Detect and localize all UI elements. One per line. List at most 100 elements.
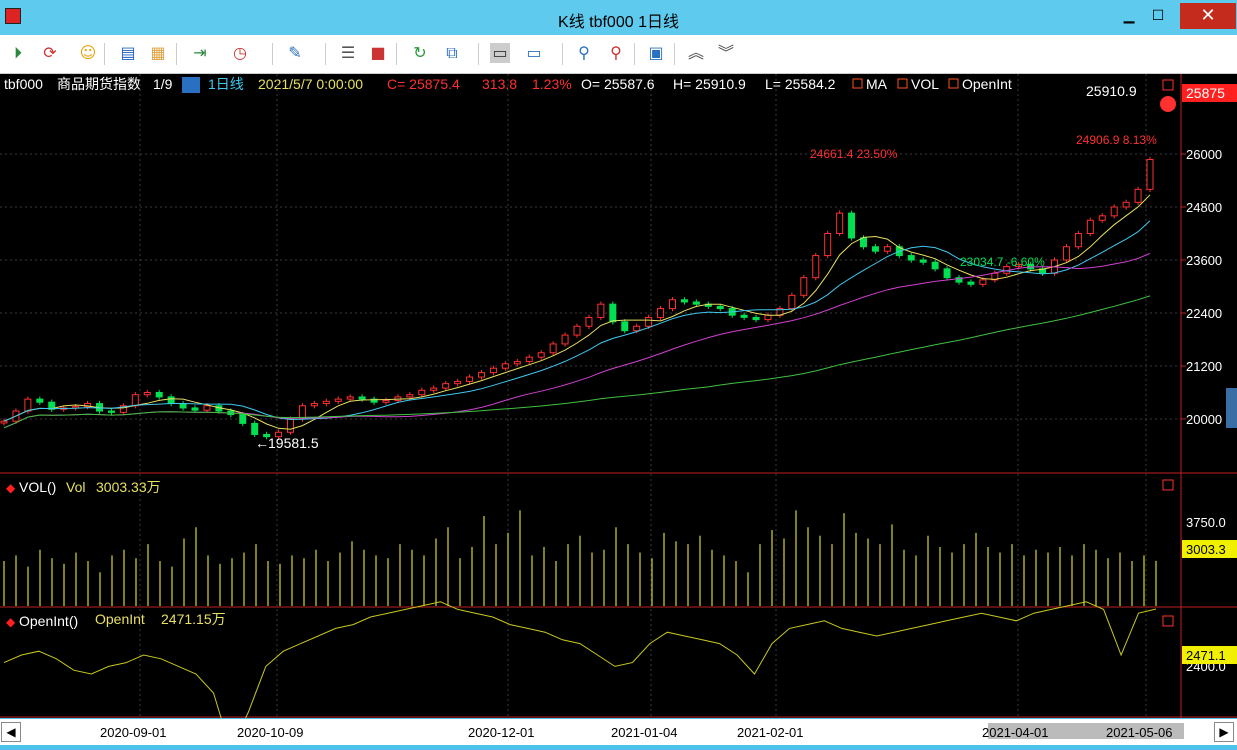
bikes-icon[interactable]: ⚲ <box>578 43 590 62</box>
vol-axis-label: 3750.0 <box>1186 515 1226 530</box>
side-tab[interactable] <box>1226 388 1237 428</box>
oi-toggle-icon[interactable] <box>948 78 959 89</box>
candle-body <box>239 414 247 424</box>
vol-panel-close-icon[interactable] <box>1162 479 1174 491</box>
price-tick-label: 23600 <box>1186 253 1222 268</box>
ma-toggle-icon[interactable] <box>852 78 863 89</box>
candle-body <box>812 255 820 279</box>
x-tick-label: 2020-09-01 <box>100 725 167 740</box>
candle-body <box>251 422 259 435</box>
header-close: C= 25875.4 <box>387 76 460 92</box>
smile-icon[interactable]: ☺ <box>79 43 97 62</box>
calendar-icon[interactable]: ▣ <box>648 43 664 62</box>
candle-body <box>848 212 856 239</box>
x-tick-label: 2020-10-09 <box>237 725 304 740</box>
trough-annotation: 23034.7 -6.60% <box>960 255 1045 269</box>
link-icon[interactable]: ⧉ <box>446 43 458 62</box>
candle-body <box>836 212 844 234</box>
main-panel-close-icon[interactable] <box>1162 79 1174 91</box>
low-arrow: ← <box>255 435 269 451</box>
candle-body <box>167 396 175 405</box>
header-symbol: tbf000 <box>4 76 43 92</box>
candle-body <box>191 407 199 411</box>
candle-body <box>883 246 891 252</box>
enter-icon[interactable]: ⇥ <box>193 43 207 62</box>
layout-icon[interactable]: ▭ <box>490 43 510 63</box>
candle-body <box>931 261 939 270</box>
blocks-icon[interactable]: ■ <box>370 43 386 62</box>
candle-body <box>919 259 927 263</box>
peak1-annotation: 24661.4 23.50% <box>810 147 898 161</box>
scroll-right-button[interactable]: ▶ <box>1214 722 1234 742</box>
candle-body <box>418 389 426 396</box>
header-period[interactable]: 1日线 <box>208 76 244 92</box>
notes-icon[interactable]: ☰ <box>340 43 356 62</box>
candle-body <box>0 420 8 424</box>
candle-body <box>131 394 139 407</box>
candle-body <box>561 334 569 345</box>
monitor-icon[interactable]: ▭ <box>526 43 542 62</box>
candle-body <box>346 396 354 400</box>
time-scrollbar[interactable]: ◀ ▶ <box>0 719 1237 745</box>
play-icon[interactable]: ⏵ <box>13 43 22 62</box>
candle-body <box>537 352 545 358</box>
list-icon[interactable]: ▦ <box>150 43 166 62</box>
chart-svg[interactable]: tbf000 商品期货指数 1/9 1日线 2021/5/7 0:00:00 C… <box>0 74 1237 750</box>
period-icon[interactable] <box>182 77 200 93</box>
oi-panel-close-icon[interactable] <box>1162 615 1174 627</box>
alert-icon[interactable] <box>1160 96 1176 112</box>
price-tick-label: 22400 <box>1186 306 1222 321</box>
header-ind-oi[interactable]: OpenInt <box>962 76 1012 92</box>
low-annotation: 19581.5 <box>268 435 319 451</box>
down-icon[interactable]: ︾ <box>717 43 734 62</box>
candle-body <box>1110 206 1118 217</box>
price-tick-label: 24800 <box>1186 200 1222 215</box>
candle-body <box>1074 233 1082 248</box>
candle-body <box>36 398 44 403</box>
toolbar: ⏵ ⟳ ☺ ▤ ▦ ⇥ ◷ ✎ ☰ ■ ↻ ⧉ ▭ ▭ ⚲ ⚲ ▣ ︽ ︾ <box>0 35 1237 74</box>
ma60-line <box>3 295 1151 429</box>
header-name: 商品期货指数 <box>57 76 141 92</box>
draw-tool-icon[interactable]: ✎ <box>288 43 302 62</box>
header-low: L= 25584.2 <box>765 76 836 92</box>
x-tick-label: 2021-02-01 <box>737 725 804 740</box>
candle-body <box>1122 201 1130 208</box>
x-tick-label: 2021-01-04 <box>611 725 678 740</box>
header-ind-vol[interactable]: VOL <box>911 76 939 92</box>
ma-lines-layer <box>3 194 1151 430</box>
minimize-button[interactable]: ▁ <box>1123 8 1135 24</box>
scroll-left-button[interactable]: ◀ <box>1 722 21 742</box>
scroll-thumb[interactable] <box>988 723 1184 739</box>
candle-body <box>1134 188 1142 203</box>
close-button[interactable]: ✕ <box>1180 3 1236 29</box>
vol-toggle-icon[interactable] <box>897 78 908 89</box>
x-tick-label: 2020-12-01 <box>468 725 535 740</box>
candle-body <box>382 399 390 403</box>
header-pct: 1.23% <box>532 76 572 92</box>
refresh-icon[interactable]: ⟳ <box>43 43 57 62</box>
volume-bars-layer <box>3 510 1157 606</box>
candle-body <box>442 383 450 389</box>
candle-body <box>430 387 438 391</box>
title-bar: K线 tbf000 1日线 ▁ ☐ ✕ <box>0 0 1237 35</box>
price-axis: 20000 21200 22400 23600 24800 26000 <box>1181 147 1222 427</box>
reload-icon[interactable]: ↻ <box>413 43 427 62</box>
x-tick-label: 2021-05-06 <box>1106 725 1173 740</box>
candle-body <box>1086 219 1094 234</box>
maximize-button[interactable]: ☐ <box>1151 8 1165 24</box>
clock-icon[interactable]: ◷ <box>233 43 247 62</box>
chart-area[interactable]: tbf000 商品期货指数 1/9 1日线 2021/5/7 0:00:00 C… <box>0 74 1237 750</box>
candle-body <box>788 294 796 310</box>
up-icon[interactable]: ︽ <box>687 43 704 62</box>
candle-body <box>454 380 462 385</box>
app-icon <box>5 8 21 24</box>
candle-body <box>824 233 832 257</box>
x-tick-label: 2021-04-01 <box>982 725 1049 740</box>
ma10-line <box>3 220 1151 422</box>
candle-body <box>692 301 700 305</box>
price-tick-label: 26000 <box>1186 147 1222 162</box>
bikes-red-icon[interactable]: ⚲ <box>610 43 622 62</box>
window-icon[interactable]: ▤ <box>120 43 136 62</box>
header-ind-ma[interactable]: MA <box>866 76 888 92</box>
openint-layer <box>3 601 1157 750</box>
